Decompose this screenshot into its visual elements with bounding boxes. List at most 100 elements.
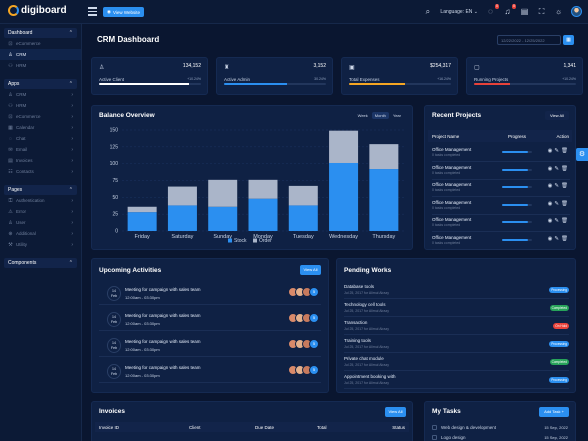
edit-icon[interactable]: ✎ [554,148,562,154]
brand-name: digiboard [21,5,67,16]
period-tabs: Week Month Year [355,112,404,119]
sidebar-item-invoices[interactable]: ▤ Invoices › [0,155,81,166]
activity-attendees[interactable]: 5 [288,287,319,297]
chat-icon[interactable]: ◌ 0 [488,4,499,16]
stat-progress [224,83,326,85]
stat-progress [349,83,451,85]
user-plus-icon: ♙ [99,65,105,71]
user-avatar[interactable] [571,6,582,17]
delete-icon[interactable]: 🗑 [561,148,570,154]
project-progress-fill [502,238,528,241]
sidebar-section-apps[interactable]: Apps ⌃ [4,79,77,89]
search-icon[interactable]: ⌕ [425,7,431,16]
activities-view-all-button[interactable]: View All [300,265,321,275]
project-actions: ◉✎🗑 [548,236,570,242]
sidebar-item-authentication[interactable]: ⚿ Authentication › [0,195,81,206]
project-progress [502,238,532,241]
sidebar-item-email[interactable]: ✉ Email › [0,144,81,155]
sidebar-item-user[interactable]: ♙ User › [0,217,81,228]
sidebar-item-additional[interactable]: ⊕ Additional › [0,228,81,239]
sidebar-section-dashboard[interactable]: Dashboard ⌃ [4,28,77,38]
sidebar-item-label: HRM [16,103,27,108]
sidebar-item-hrm[interactable]: ⚇ HRM [0,60,81,71]
pending-works-card: Pending Works Database tools Jul 25, 2017… [336,258,576,393]
view-website-button[interactable]: ◉ View Website [103,7,145,17]
sidebar-item-utility[interactable]: ⚒ Utility › [0,239,81,250]
sidebar-item-crm[interactable]: ♙ CRM › [0,89,81,100]
activity-attendees[interactable]: 5 [288,313,319,323]
tab-week[interactable]: Week [357,113,368,118]
sidebar-item-ecommerce[interactable]: ⊡ eCommerce [0,38,81,49]
date-range-input[interactable]: 12/22/2022 - 12/25/2022 [497,35,561,45]
delete-icon[interactable]: 🗑 [561,218,570,224]
add-task-button[interactable]: Add Task + [539,407,569,417]
invoices-view-all-button[interactable]: View All [385,407,406,417]
project-progress-fill [502,203,528,206]
edit-icon[interactable]: ✎ [554,200,562,207]
language-select[interactable]: Language: EN ⌄ [440,8,478,15]
delete-icon[interactable]: 🗑 [561,183,570,189]
activity-title: Meeting for campaign with sales team [125,313,201,318]
task-checkbox[interactable] [432,435,437,440]
sidebar-item-error[interactable]: ⚠ Error › [0,206,81,217]
legend-label-stock: Stock [234,238,247,244]
view-icon[interactable]: ◉ [547,148,555,154]
view-icon[interactable]: ◉ [547,218,555,224]
sidebar-item-label: eCommerce [16,114,41,119]
view-icon[interactable]: ◉ [547,200,555,207]
stat-value: 1,341 [563,63,576,69]
bell-icon[interactable]: ♫ 0 [504,4,516,16]
project-row: Office Management 0 tasks completed ◉✎🗑 [432,164,570,180]
calendar-button[interactable]: ▦ [563,35,574,45]
chat-icon: ◌ [9,135,12,142]
edit-icon[interactable]: ✎ [554,165,562,172]
chevron-right-icon: › [71,135,73,142]
fullscreen-icon[interactable]: ⛶ [538,7,545,16]
theme-toggle-icon[interactable]: ☼ [554,7,563,16]
contact-icon: ☷ [8,168,13,175]
sidebar-item-contacts[interactable]: ☷ Contacts › [0,166,81,177]
crm-icon: ♙ [8,51,13,58]
sidebar-item-label: Contacts [16,169,34,174]
y-tick-label: 100 [110,161,119,167]
work-status-badge: On Hold [553,323,569,329]
activity-attendees[interactable]: 5 [288,339,319,349]
brand-logo[interactable]: digiboard [8,5,67,16]
stat-label: Active Client [99,77,125,82]
sidebar-item-hrm[interactable]: ⚇ HRM › [0,100,81,111]
view-icon[interactable]: ◉ [547,165,555,172]
view-icon[interactable]: ◉ [547,183,555,189]
sidebar-section-label: Components [8,260,37,266]
edit-icon[interactable]: ✎ [554,235,562,242]
view-icon[interactable]: ◉ [547,235,555,242]
settings-gear-icon[interactable]: ⚙ [576,148,588,161]
sidebar-section-components[interactable]: Components ⌃ [4,258,77,268]
edit-icon[interactable]: ✎ [554,218,562,224]
sidebar-item-ecommerce[interactable]: ⊡ eCommerce › [0,111,81,122]
sidebar-section-pages[interactable]: Pages ⌃ [4,185,77,195]
document-icon[interactable]: ▤ [520,7,529,16]
sidebar-item-calendar[interactable]: ▦ Calendar › [0,122,81,133]
delete-icon[interactable]: 🗑 [561,200,570,207]
plus-icon: ⊕ [8,230,13,237]
task-checkbox[interactable] [432,425,437,430]
delete-icon[interactable]: 🗑 [561,165,570,172]
tab-month[interactable]: Month [371,112,389,119]
legend-label-order: Order [259,238,272,244]
stat-progress [99,83,201,85]
attendee-more-badge: 5 [309,365,319,375]
mail-icon: ✉ [8,146,13,153]
edit-icon[interactable]: ✎ [554,183,562,189]
sidebar-item-crm[interactable]: ♙ CRM [0,49,81,60]
chevron-right-icon: › [71,241,73,248]
menu-toggle-icon[interactable] [88,7,97,16]
delete-icon[interactable]: 🗑 [561,235,570,242]
sidebar-item-chat[interactable]: ◌ Chat › [0,133,81,144]
tab-year[interactable]: Year [392,113,401,118]
activity-attendees[interactable]: 5 [288,365,319,375]
activity-month: Feb [110,372,118,376]
stat-card-active-admin: ♜ 3,152 Active Admin 30.24% [216,57,333,95]
stat-percent: +10.24% [187,77,201,81]
projects-view-all-button[interactable]: View All [545,111,569,120]
cart-icon: ⊡ [8,40,13,47]
